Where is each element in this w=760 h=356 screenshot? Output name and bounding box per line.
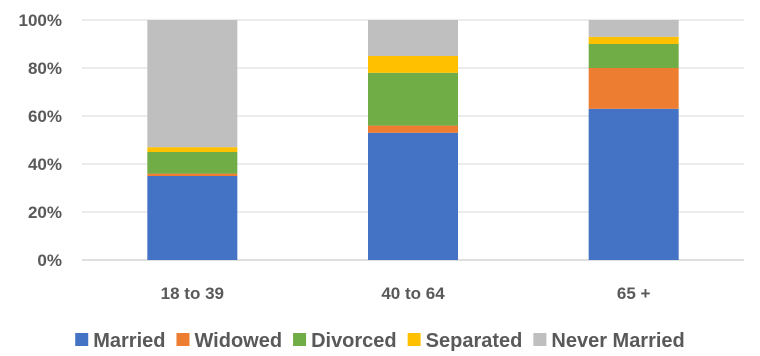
y-tick-label: 100% (19, 11, 62, 30)
y-tick-label: 0% (37, 251, 62, 270)
x-category-label: 65 + (617, 284, 651, 303)
bar-segment (147, 20, 238, 148)
bar-segment (368, 132, 458, 260)
bar-segment (368, 56, 458, 73)
y-tick-label: 80% (28, 59, 62, 78)
legend: Married Widowed Divorced Separated Never Mar… (75, 330, 685, 352)
y-axis-tick-labels: 0% 20% 40% 60% 80% 100% (19, 11, 62, 270)
bar-segment (588, 44, 679, 68)
legend-label: Never Married (551, 330, 684, 352)
legend-label: Widowed (194, 330, 282, 352)
bar-segment (588, 108, 679, 260)
bar-segment (147, 152, 238, 174)
bar-segment (588, 36, 679, 44)
bar-segment (147, 173, 238, 176)
legend-label: Separated (426, 330, 523, 352)
legend-swatch (293, 333, 307, 346)
bar-segment (368, 125, 458, 133)
legend-swatch (75, 333, 89, 346)
y-tick-label: 20% (28, 203, 62, 222)
bar-segment (147, 176, 238, 260)
x-axis-category-labels: 18 to 39 40 to 64 65 + (161, 284, 651, 303)
y-tick-label: 40% (28, 155, 62, 174)
x-category-label: 40 to 64 (381, 284, 445, 303)
x-category-label: 18 to 39 (161, 284, 224, 303)
y-tick-label: 60% (28, 107, 62, 126)
legend-swatch (176, 333, 190, 346)
legend-swatch (407, 333, 421, 346)
legend-swatch (533, 333, 547, 346)
bars (147, 20, 679, 260)
bar-segment (368, 20, 458, 56)
legend-label: Divorced (311, 330, 397, 352)
bar-segment (147, 147, 238, 152)
bar-segment (588, 68, 679, 109)
bar-segment (588, 20, 679, 37)
bar-segment (368, 72, 458, 126)
legend-label: Married (93, 330, 165, 352)
